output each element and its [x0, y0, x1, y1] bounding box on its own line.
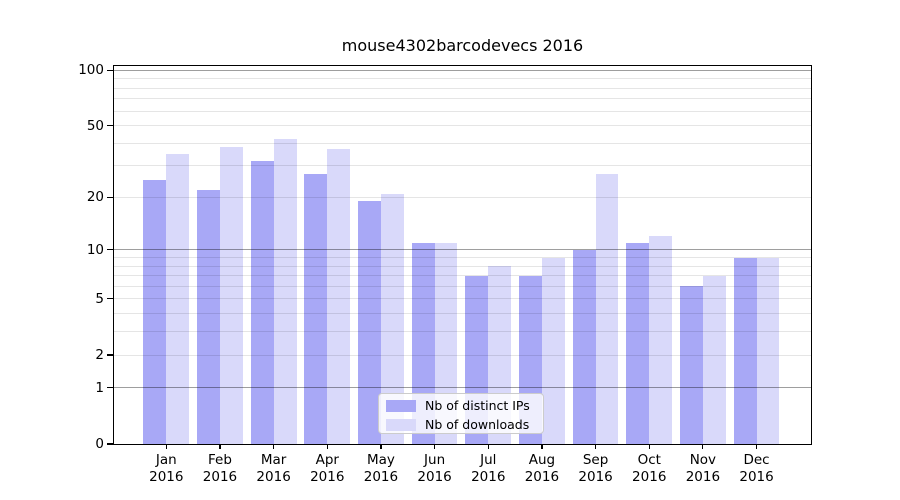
bar-distinct-ips-mar: [250, 160, 274, 444]
legend: Nb of distinct IPs Nb of downloads: [378, 393, 544, 434]
y-tick-label-0: 0: [95, 436, 104, 452]
gridline-minor-50: [114, 125, 811, 127]
y-tick-mark-5: [107, 298, 114, 300]
x-tick-label-jan: Jan 2016: [149, 452, 184, 485]
gridline-major-100: [114, 69, 811, 71]
bar-downloads-sep: [595, 174, 619, 444]
x-tick-label-aug: Aug 2016: [524, 452, 560, 485]
y-tick-mark-100: [107, 69, 114, 71]
y-tick-mark-0: [107, 443, 114, 445]
y-tick-label-50: 50: [86, 117, 104, 134]
x-tick-mark-jul: [487, 444, 489, 449]
bar-distinct-ips-apr: [304, 174, 328, 444]
x-tick-mark-mar: [273, 444, 275, 449]
legend-swatch-downloads: [386, 419, 416, 431]
bar-downloads-feb: [219, 147, 243, 444]
y-tick-label-5: 5: [95, 290, 104, 307]
x-tick-label-jun: Jun 2016: [417, 452, 452, 485]
bar-downloads-may: [380, 193, 404, 444]
x-tick-mark-apr: [326, 444, 328, 449]
bar-distinct-ips-dec: [733, 257, 757, 444]
x-tick-label-feb: Feb 2016: [202, 452, 238, 485]
bar-downloads-oct: [649, 236, 673, 444]
x-tick-mark-feb: [219, 444, 221, 449]
x-tick-label-dec: Dec 2016: [739, 452, 774, 485]
bar-distinct-ips-may: [358, 201, 381, 444]
gridline-minor-90: [114, 78, 811, 80]
y-tick-mark-2: [107, 354, 114, 356]
y-tick-mark-10: [107, 249, 114, 251]
x-tick-label-sep: Sep 2016: [578, 452, 613, 485]
x-tick-label-jul: Jul 2016: [471, 452, 506, 485]
bar-distinct-ips-sep: [572, 249, 596, 444]
plot-area: Nb of distinct IPs Nb of downloads: [113, 65, 812, 445]
y-tick-label-1: 1: [95, 379, 104, 396]
x-tick-mark-nov: [702, 444, 704, 449]
gridline-minor-60: [114, 110, 811, 112]
y-tick-mark-50: [107, 124, 114, 127]
x-tick-mark-may: [380, 444, 382, 449]
x-tick-label-mar: Mar 2016: [256, 452, 291, 485]
y-tick-label-10: 10: [86, 241, 104, 258]
y-tick-label-100: 100: [78, 62, 104, 79]
x-tick-mark-jan: [165, 444, 167, 449]
y-tick-label-20: 20: [86, 189, 104, 206]
y-tick-label-2: 2: [95, 347, 104, 364]
x-tick-label-nov: Nov 2016: [685, 452, 721, 485]
gridline-minor-40: [114, 142, 811, 144]
bar-downloads-aug: [541, 257, 565, 444]
legend-label-distinct-ips: Nb of distinct IPs: [425, 398, 530, 413]
x-tick-mark-aug: [541, 444, 543, 449]
x-tick-label-oct: Oct 2016: [632, 452, 667, 485]
gridline-minor-80: [114, 87, 811, 89]
x-tick-label-apr: Apr 2016: [310, 452, 345, 485]
bar-downloads-mar: [273, 139, 297, 444]
bar-downloads-apr: [327, 149, 351, 444]
chart-title: mouse4302barcodevecs 2016: [341, 36, 584, 55]
x-tick-mark-jun: [434, 444, 436, 449]
bar-distinct-ips-jan: [143, 180, 167, 444]
bar-downloads-nov: [702, 275, 726, 444]
x-tick-mark-dec: [755, 444, 758, 449]
bar-distinct-ips-nov: [680, 286, 703, 444]
bar-downloads-jan: [166, 153, 190, 444]
legend-swatch-distinct-ips: [386, 400, 416, 412]
bar-downloads-dec: [756, 257, 780, 444]
gridline-minor-70: [114, 98, 811, 100]
x-tick-label-may: May 2016: [363, 452, 399, 485]
bar-distinct-ips-feb: [197, 190, 220, 444]
y-tick-mark-20: [107, 196, 114, 198]
y-tick-mark-1: [107, 387, 114, 389]
legend-label-downloads: Nb of downloads: [425, 417, 530, 432]
x-tick-mark-sep: [594, 444, 597, 449]
bar-distinct-ips-oct: [626, 242, 650, 444]
legend-row-downloads: Nb of downloads: [379, 418, 543, 432]
x-tick-mark-oct: [648, 444, 650, 449]
legend-row-distinct-ips: Nb of distinct IPs: [379, 399, 543, 413]
gridline-minor-30: [114, 165, 811, 167]
